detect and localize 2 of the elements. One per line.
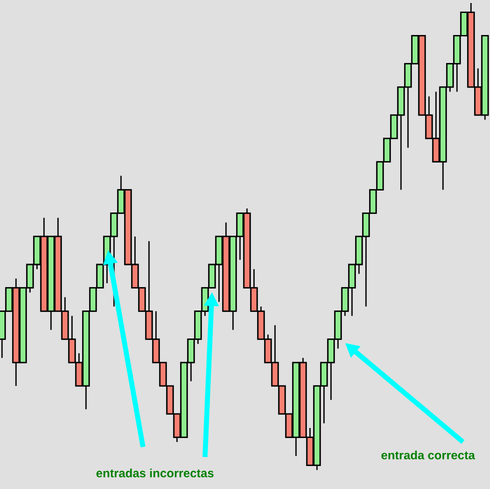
annotation: entrada correcta: [381, 450, 476, 460]
annotation: entradas incorrectas: [96, 468, 214, 478]
